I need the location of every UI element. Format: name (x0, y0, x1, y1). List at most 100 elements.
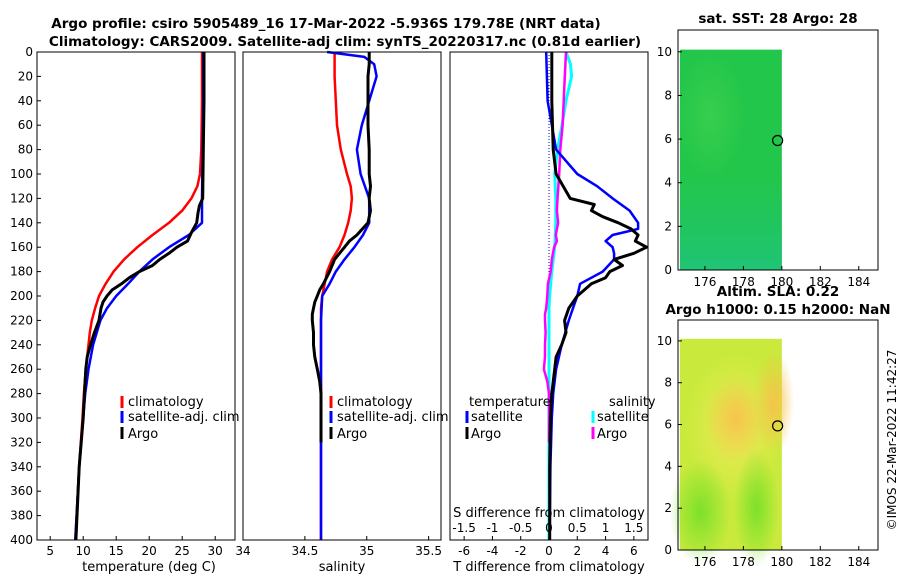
s-difference-tick-label: -1.5 (452, 521, 475, 535)
sla-field-green-sw (669, 459, 731, 565)
map-x-tick-label: 184 (847, 555, 870, 569)
difference-x-tick-label: 6 (630, 544, 638, 558)
temperature-x-ticks: 5 10 15 20 25 30 (46, 536, 223, 558)
map-x-tick-label: 184 (847, 275, 870, 289)
legend-label-t-argo: Argo (471, 427, 501, 442)
salinity-difference-ticks: -1.5 -1 -0.5 0 0.5 1 1.5 (452, 521, 643, 535)
difference-x-tick-label: 2 (573, 544, 581, 558)
salinity-x-label: salinity (319, 560, 366, 575)
depth-tick-label: 240 (10, 338, 33, 352)
salinity-difference-label: S difference from climatology (453, 506, 645, 521)
depth-tick-label: 160 (10, 240, 33, 254)
temperature-legend: climatology satellite-adj. clim Argo (120, 395, 240, 442)
salinity-x-ticks: 34 34.5 35 35.5 (235, 536, 442, 558)
depth-tick-label: 200 (10, 289, 33, 303)
sla-map-title-line2: Argo h1000: 0.15 h2000: NaN (665, 302, 890, 318)
difference-x-label: T difference from climatology (452, 560, 645, 575)
map-y-tick-label: 0 (664, 263, 672, 277)
temperature-x-tick-label: 25 (175, 544, 190, 558)
depth-tick-label: 360 (10, 484, 33, 498)
legend-label-argo: Argo (128, 427, 158, 442)
sla-field-orange-east (753, 349, 795, 455)
difference-x-tick-label: -2 (515, 544, 527, 558)
map-x-tick-label: 178 (732, 275, 755, 289)
depth-tick-label: 300 (10, 411, 33, 425)
depth-tick-label: 140 (10, 216, 33, 230)
s-difference-tick-label: -1 (486, 521, 498, 535)
salinity-panel: 34 34.5 35 35.5 salinity climatology satell… (235, 50, 449, 575)
map-y-tick-label: 10 (657, 334, 672, 348)
map-y-tick-label: 10 (657, 45, 672, 59)
depth-tick-label: 180 (10, 265, 33, 279)
salinity-x-tick-label: 35.5 (415, 544, 442, 558)
salinity-x-tick-label: 35 (359, 544, 374, 558)
salinity-axes-box (242, 51, 442, 541)
legend-title-temperature: temperature (469, 395, 551, 410)
depth-tick-label: 400 (10, 533, 33, 547)
figure-title-line2: Climatology: CARS2009. Satellite-adj cli… (49, 34, 641, 50)
depth-tick-label: 220 (10, 313, 33, 327)
legend-title-salinity: salinity (609, 395, 656, 410)
sst-field-warm-patch (674, 49, 747, 182)
difference-legend: temperature salinity satellite Argo sate… (465, 395, 656, 442)
line-satellite-adj-clim (74, 52, 205, 541)
legend-label-argo: Argo (337, 427, 367, 442)
depth-tick-label: 260 (10, 362, 33, 376)
map-x-tick-label: 180 (770, 555, 793, 569)
s-difference-tick-label: 0.5 (568, 521, 587, 535)
difference-x-tick-label: -4 (486, 544, 498, 558)
float-position-marker (772, 420, 784, 432)
sla-map-axes-box (677, 319, 879, 551)
salinity-series (310, 50, 378, 540)
legend-label-t-satellite: satellite (471, 410, 523, 425)
map-x-tick-label: 180 (770, 275, 793, 289)
s-difference-tick-label: -0.5 (509, 521, 532, 535)
map-y-tick-label: 0 (664, 543, 672, 557)
salinity-x-tick-label: 34.5 (292, 544, 319, 558)
map-x-tick-label: 176 (693, 275, 716, 289)
temperature-x-tick-label: 30 (208, 544, 223, 558)
map-y-tick-label: 2 (664, 501, 672, 515)
difference-x-tick-label: -6 (458, 544, 470, 558)
legend-label-satellite: satellite-adj. clim (337, 410, 449, 425)
salinity-legend: climatology satellite-adj. clim Argo (329, 395, 449, 442)
sla-field (669, 338, 795, 567)
depth-tick-label: 60 (18, 118, 33, 132)
map-x-tick-label: 176 (693, 555, 716, 569)
depth-tick-label: 320 (10, 435, 33, 449)
sst-map-axes-box (677, 29, 879, 271)
sla-map-title-line1: Altim. SLA: 0.22 (717, 284, 839, 300)
legend-label-s-argo: Argo (597, 427, 627, 442)
map-x-tick-label: 182 (809, 275, 832, 289)
sst-field-cool-south (679, 170, 782, 270)
depth-tick-label: 40 (18, 94, 33, 108)
map-x-tick-label: 182 (809, 555, 832, 569)
map-y-tick-label: 2 (664, 219, 672, 233)
depth-tick-label: 20 (18, 69, 33, 83)
line-satellite-adj-clim (319, 50, 378, 540)
difference-panel: -6 -4 -2 0 2 4 6 -1.5 -1 -0.5 0 0.5 1 1.5 T differen… (449, 51, 656, 575)
temperature-panel: 5 10 15 20 25 30 0 20 40 60 80 100 120 140 160 180 200 2… (10, 45, 240, 575)
depth-tick-label: 120 (10, 191, 33, 205)
temperature-x-label: temperature (deg C) (82, 560, 216, 575)
temperature-x-tick-label: 10 (76, 544, 91, 558)
map-y-tick-label: 6 (664, 418, 672, 432)
line-climatology (74, 52, 204, 541)
temperature-x-tick-label: 5 (46, 544, 54, 558)
map-y-tick-label: 4 (664, 176, 672, 190)
difference-axes-box (449, 51, 649, 541)
s-difference-tick-label: 0 (545, 521, 553, 535)
sla-field-green-se (733, 448, 779, 567)
legend-label-climatology: climatology (128, 395, 204, 410)
sla-field-orange (705, 376, 767, 462)
map-y-tick-label: 8 (664, 88, 672, 102)
difference-x-tick-label: 4 (602, 544, 610, 558)
depth-tick-label: 0 (25, 45, 33, 59)
sla-map-panel: Altim. SLA: 0.22 Argo h1000: 0.15 h2000:… (657, 284, 891, 569)
temperature-series (74, 52, 206, 541)
figure-title-line1: Argo profile: csiro 5905489_16 17-Mar-20… (51, 16, 600, 32)
temperature-axes-box (36, 51, 236, 541)
line-t-satellite (544, 51, 640, 541)
difference-x-ticks: -6 -4 -2 0 2 4 6 (458, 536, 638, 558)
